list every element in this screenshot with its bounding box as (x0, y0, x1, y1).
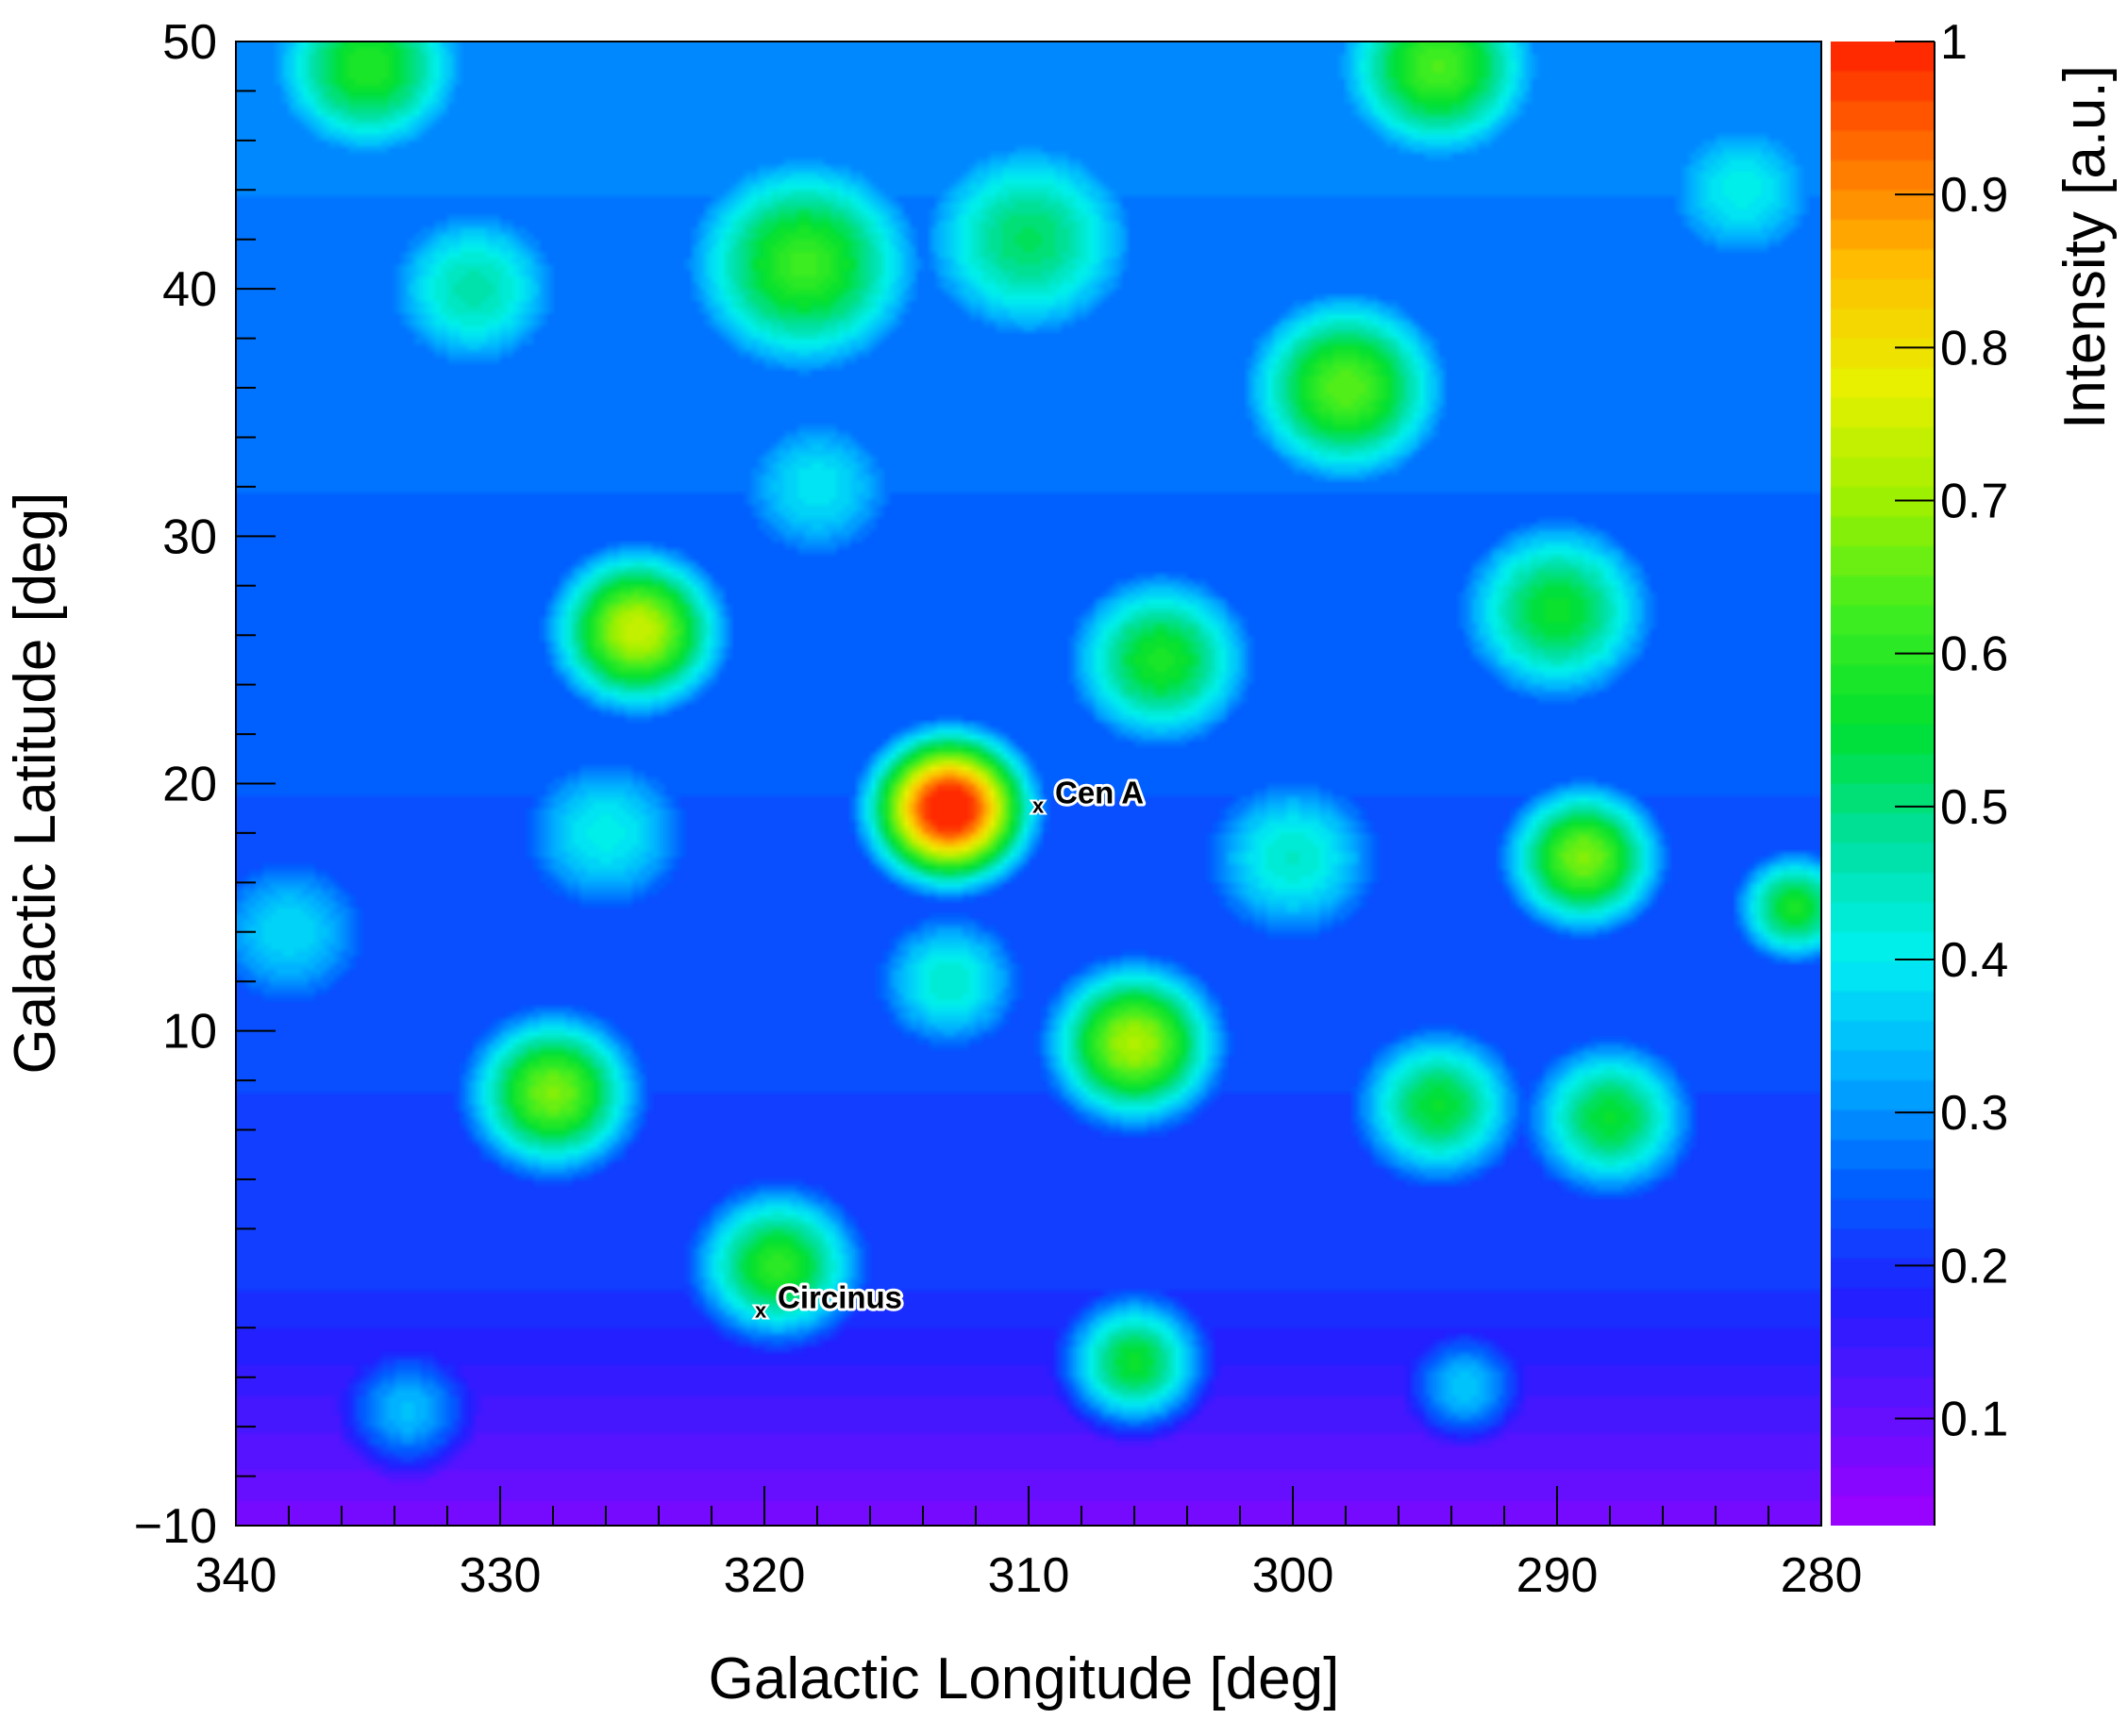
y-tick-label: −10 (134, 1499, 217, 1554)
colorbar-tick-label: 0.7 (1940, 474, 2008, 528)
source-label: Circinus (778, 1279, 902, 1314)
colorbar-tick-label: 0.6 (1940, 627, 2008, 682)
x-axis-title: Galactic Longitude [deg] (709, 1646, 1340, 1711)
x-tick-label: 300 (1252, 1548, 1334, 1603)
y-tick-label: 40 (162, 262, 217, 317)
colorbar-tick-label: 0.3 (1940, 1086, 2008, 1141)
colorbar-tick-label: 0.4 (1940, 933, 2008, 988)
colorbar (1831, 42, 1935, 1526)
labels-layer: 340 330 320 310 300 290 280 50 40 30 20 10 −10 1 0.9 0.… (134, 15, 2009, 1603)
source-label: Cen A (1055, 775, 1144, 810)
colorbar-gradient (1831, 42, 1935, 1526)
source-annotation: x Cen A (1030, 772, 1147, 819)
x-tick-label: 340 (195, 1548, 277, 1603)
y-tick-label: 10 (162, 1005, 217, 1060)
source-marker: x (1032, 793, 1045, 817)
y-tick-label: 20 (162, 758, 217, 812)
colorbar-tick-label: 0.2 (1940, 1239, 2008, 1294)
colorbar-tick-label: 0.5 (1940, 780, 2008, 835)
annotations-layer: x Cen A x Circinus (753, 772, 1147, 1324)
y-tick-label: 30 (162, 509, 217, 564)
colorbar-title: Intensity [a.u.] (2053, 65, 2118, 429)
colorbar-tick-label: 0.9 (1940, 168, 2008, 223)
colorbar-tick-label: 0.8 (1940, 321, 2008, 376)
x-tick-label: 310 (988, 1548, 1070, 1603)
colorbar-tick-label: 1 (1940, 15, 1968, 70)
intensity-map (236, 42, 1821, 1526)
x-tick-label: 330 (460, 1548, 542, 1603)
y-axis-title: Galactic Latitude [deg] (3, 492, 68, 1075)
x-tick-label: 320 (724, 1548, 806, 1603)
plot-area (235, 41, 1822, 1527)
ticks-layer (235, 41, 1935, 1527)
y-tick-label: 50 (162, 15, 217, 70)
source-marker: x (755, 1298, 767, 1322)
x-tick-label: 290 (1516, 1548, 1599, 1603)
colorbar-tick-label: 0.1 (1940, 1392, 2008, 1446)
x-tick-label: 280 (1781, 1548, 1863, 1603)
source-annotation: x Circinus (753, 1277, 905, 1324)
